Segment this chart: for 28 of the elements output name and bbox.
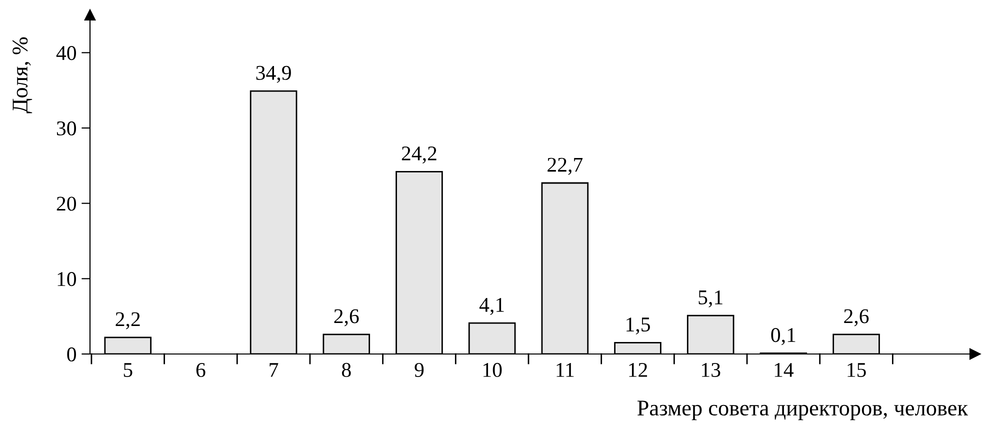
x-tick-label: 9 — [414, 362, 424, 377]
x-tick-label: 6 — [196, 362, 206, 377]
data-label: 2,6 — [844, 309, 869, 326]
x-tick-label: 10 — [483, 362, 502, 377]
x-tick-label: 12 — [629, 362, 648, 377]
y-axis-title: Доля, % — [12, 37, 32, 114]
y-tick-label: 30 — [56, 121, 76, 136]
x-axis-title: Размер совета директоров, человек — [637, 400, 968, 420]
y-tick-label: 20 — [56, 196, 76, 211]
data-label: 22,7 — [548, 158, 583, 175]
y-tick-label: 10 — [58, 272, 76, 286]
data-label: 34,9 — [256, 66, 291, 83]
x-tick-label: 13 — [702, 362, 720, 377]
y-tick-label: 0 — [67, 347, 76, 362]
x-tick-label: 7 — [270, 363, 278, 377]
data-label: 24,2 — [402, 146, 436, 164]
data-label: 4,1 — [479, 298, 504, 315]
data-label: 1,5 — [626, 318, 650, 335]
x-tick-label: 15 — [848, 363, 866, 377]
x-tick-label: 11 — [556, 363, 574, 377]
data-label: 2,2 — [116, 312, 140, 330]
data-label: 5,1 — [698, 290, 722, 308]
data-label: 0,1 — [771, 328, 796, 346]
x-tick-label: 14 — [774, 363, 794, 377]
x-tick-label: 5 — [124, 363, 132, 377]
x-tick-label: 8 — [342, 362, 351, 377]
y-tick-label: 40 — [56, 46, 76, 60]
data-label: 2,6 — [334, 309, 359, 326]
